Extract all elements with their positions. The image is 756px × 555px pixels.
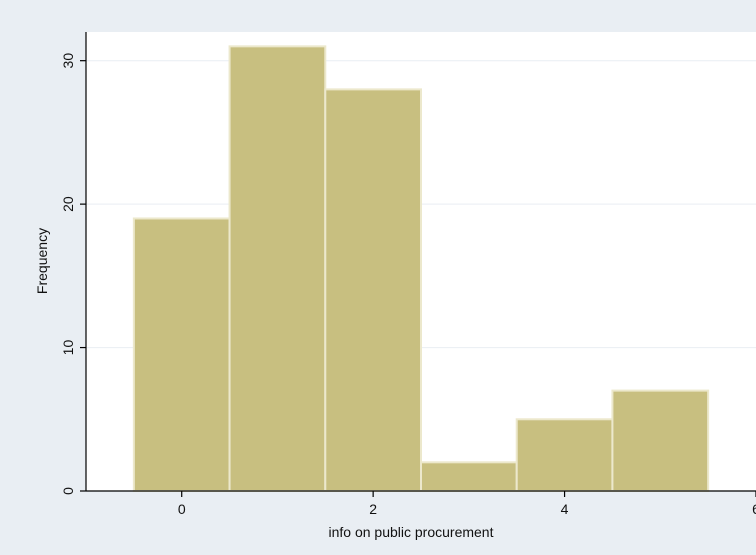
- bar-2: [324, 88, 422, 492]
- x-axis-title: info on public procurement: [329, 524, 494, 540]
- y-tick-label-0: 0: [60, 487, 76, 495]
- y-tick-label-20: 20: [60, 196, 76, 212]
- y-tick-label-30: 30: [60, 53, 76, 69]
- y-axis-title: Frequency: [34, 228, 50, 294]
- bar-3: [420, 461, 518, 492]
- bar-4: [515, 418, 614, 492]
- axes: [80, 32, 756, 497]
- x-tick-label-2: 2: [369, 501, 377, 517]
- bar-1: [228, 45, 327, 492]
- x-tick-labels: 0 2 4 6: [178, 501, 756, 517]
- bar-0: [132, 217, 231, 492]
- y-tick-label-10: 10: [60, 340, 76, 356]
- x-tick-label-4: 4: [561, 501, 569, 517]
- x-tick-label-6: 6: [752, 501, 756, 517]
- y-tick-labels: 0 10 20 30: [60, 53, 76, 495]
- bars: [132, 45, 710, 492]
- bar-5: [611, 389, 710, 492]
- x-tick-label-0: 0: [178, 501, 186, 517]
